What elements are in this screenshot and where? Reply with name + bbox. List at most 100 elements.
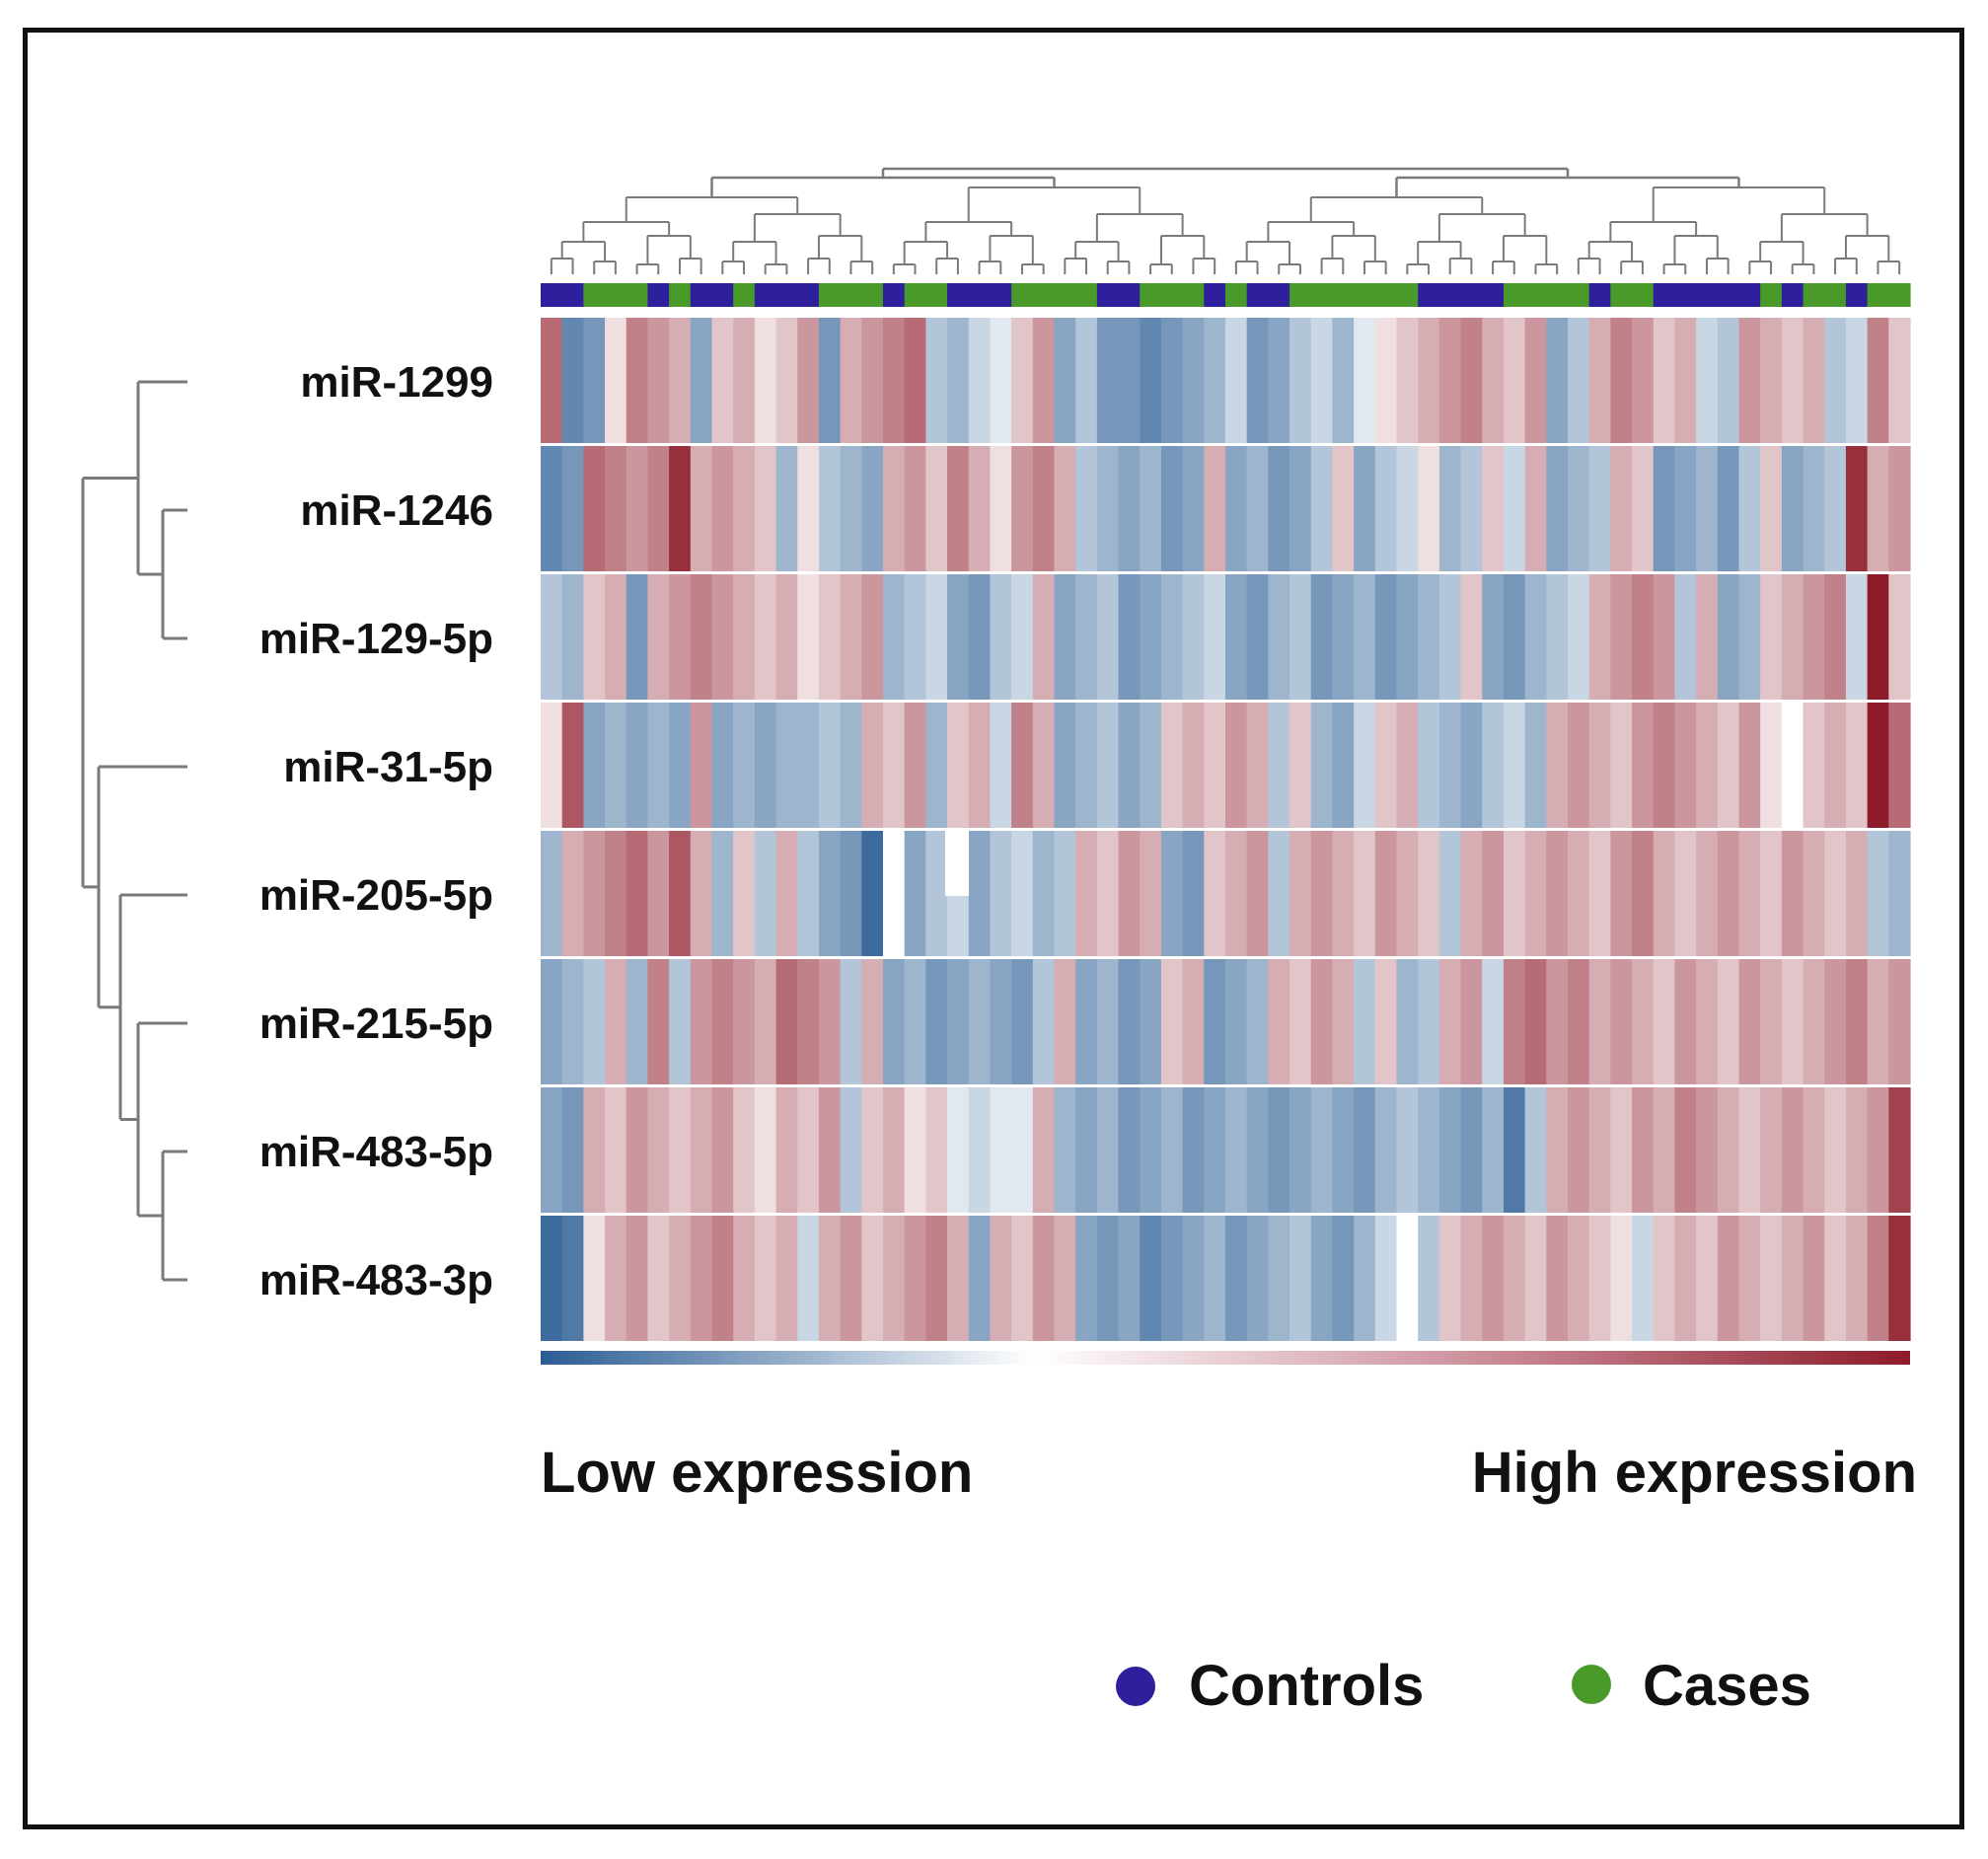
group-cell [561,283,584,307]
heatmap-cell [583,446,606,571]
heatmap-cell [647,1087,670,1213]
heatmap-cell [1781,1087,1804,1213]
heatmap-cell [1674,1216,1697,1341]
heatmap-cell [775,1216,798,1341]
heatmap-cell [883,703,906,828]
heatmap-cell [1032,959,1056,1084]
heatmap-cell [1610,831,1633,956]
heatmap-cell [1118,831,1141,956]
heatmap-cell [904,1216,926,1341]
heatmap-cell [1332,446,1355,571]
heatmap-cell [1674,446,1697,571]
row-labels: miR-1299 miR-1246 miR-129-5p miR-31-5p miR-2… [259,358,493,1304]
group-cell [626,283,649,307]
heatmap-cell [1182,703,1205,828]
heatmap-cell [605,1216,627,1341]
heatmap-cell [1588,1087,1611,1213]
heatmap-cell [1289,703,1312,828]
heatmap-cell [1738,318,1761,443]
heatmap-cell [1610,959,1633,1084]
heatmap-cell [1396,446,1419,571]
heatmap-cell [1460,446,1483,571]
heatmap-cell [925,703,948,828]
heatmap-cell [1824,1216,1847,1341]
heatmap-cell [583,318,606,443]
group-cell [1418,283,1440,307]
heatmap-cell [1696,831,1719,956]
heatmap-cell [1482,959,1505,1084]
row-label: miR-205-5p [259,871,493,920]
column-dendrogram [550,167,1901,274]
group-cell [968,283,992,307]
heatmap-cell [561,1087,584,1213]
heatmap-cell [861,318,884,443]
row-label: miR-1246 [300,486,493,535]
heatmap-cell [947,1216,970,1341]
heatmap-cell [711,318,734,443]
heatmap-cell [1374,1216,1398,1341]
heatmap-cell [1225,959,1248,1084]
heatmap-cell [861,831,884,956]
heatmap-cell [754,446,777,571]
heatmap-cell [669,703,692,828]
heatmap-cell [1438,446,1462,571]
heatmap-cell [1289,831,1312,956]
heatmap-cell [1888,1087,1911,1213]
heatmap-cell [1781,446,1804,571]
heatmap-cell [797,574,820,700]
heatmap-cell [1503,446,1526,571]
heatmap-cell [1310,1216,1334,1341]
group-cell [1653,283,1676,307]
heatmap-cell [1824,831,1847,956]
heatmap-cell [1503,703,1526,828]
group-cell [1075,283,1098,307]
group-cell [1632,283,1655,307]
heatmap-cell [1438,831,1462,956]
heatmap-cell [1438,959,1462,1084]
heatmap-cell [1225,703,1248,828]
heatmap-cell [669,574,692,700]
heatmap-cell [1503,831,1526,956]
heatmap-cell [968,574,992,700]
heatmap-cell [1096,959,1120,1084]
heatmap-cell [883,959,906,1084]
heatmap-cell [904,831,926,956]
heatmap-cell [1075,318,1098,443]
heatmap-cell [754,831,777,956]
heatmap-cell [1546,703,1569,828]
heatmap-cell [541,831,563,956]
heatmap-cell [1824,318,1847,443]
heatmap-cell [541,703,563,828]
heatmap-cell [561,831,584,956]
heatmap-cell [1717,574,1740,700]
heatmap-cell [561,318,584,443]
group-cell [1268,283,1290,307]
heatmap-cell [626,831,649,956]
heatmap-cell [733,1216,756,1341]
heatmap-cell [1354,574,1376,700]
heatmap-cell [605,959,627,1084]
group-cell [1246,283,1269,307]
heatmap-cell [1246,318,1269,443]
heatmap-cell [818,1087,842,1213]
group-cell [1182,283,1205,307]
heatmap-cell [840,959,862,1084]
heatmap-cell [1888,574,1911,700]
heatmap-cell [1268,446,1290,571]
heatmap-cell [690,446,713,571]
heatmap-cell [1845,318,1869,443]
heatmap-cell [1438,1216,1462,1341]
heatmap-cell [1054,1087,1076,1213]
heatmap-cell [711,446,734,571]
heatmap-cell [647,446,670,571]
heatmap-cell [1867,1216,1889,1341]
heatmap-cell [1696,1216,1719,1341]
group-cell [1588,283,1611,307]
heatmap-cell [561,574,584,700]
heatmap-cell [626,703,649,828]
heatmap-cell [1096,318,1120,443]
heatmap-cell [1354,703,1376,828]
heatmap-cell [1246,574,1269,700]
heatmap-cell [1653,446,1676,571]
heatmap-cell [1653,703,1676,828]
